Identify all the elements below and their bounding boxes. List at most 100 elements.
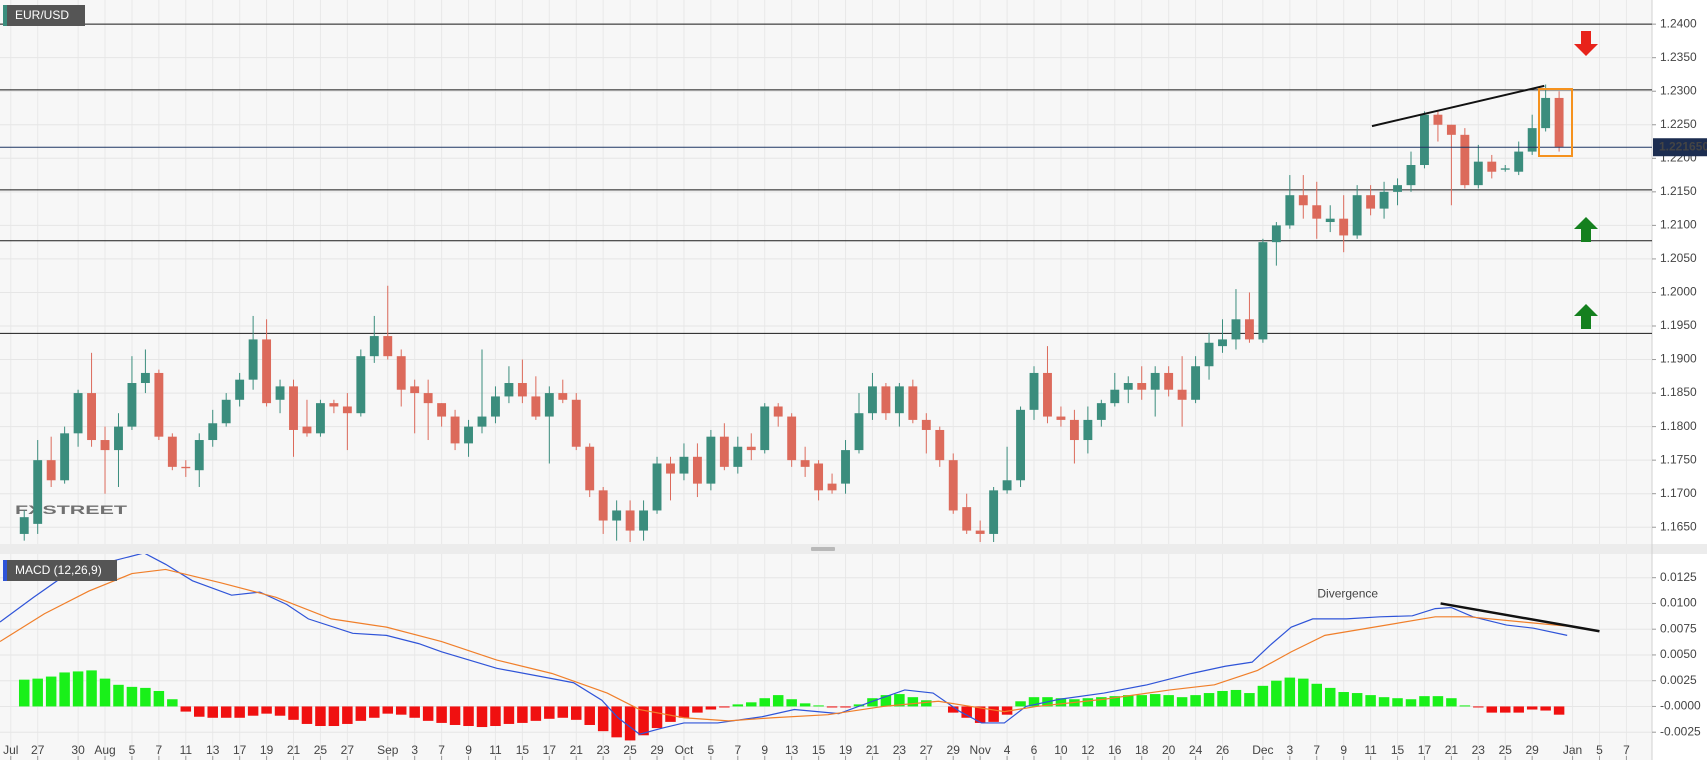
x-tick-label: 21 [570,743,584,757]
x-tick-label: 11 [1364,743,1377,757]
histogram-bar [759,698,770,707]
candle-body [558,393,568,400]
histogram-bar [826,706,838,708]
histogram-bar [786,699,797,707]
candle-body [989,490,999,534]
histogram-bar [113,684,124,707]
candle-body [962,507,972,531]
histogram-bar [678,706,690,718]
macd-panel-bg [0,554,1652,760]
x-tick-label: 5 [1596,743,1603,757]
x-tick-label: 3 [411,743,418,757]
x-tick-label: Oct [675,743,694,757]
candle-body [1029,372,1039,410]
axes: 1.24001.23501.23001.22501.22001.21501.21… [3,16,1707,760]
x-tick-label: 7 [1623,743,1630,757]
x-tick-label: 29 [947,743,961,757]
x-tick-label: Jan [1563,743,1582,757]
candle-body [544,393,554,417]
histogram-bar [1230,689,1242,707]
candle-body [1406,165,1416,186]
indicator-tag[interactable] [3,560,117,581]
candle-body [800,460,810,467]
indicator-tag-marker [3,560,7,581]
candle-body [1352,195,1362,236]
histogram-bar [301,706,313,724]
x-tick-label: 23 [596,743,610,757]
divider-handle[interactable] [811,547,835,551]
histogram-bar [1459,705,1471,707]
candle-body [248,339,258,380]
histogram-bar [220,706,232,718]
x-tick-label: 15 [812,743,826,757]
x-tick-label: 26 [1216,743,1230,757]
candle-body [921,419,931,430]
candle-body [1002,480,1012,491]
candle-body [1541,97,1551,129]
candle-body [1514,151,1524,172]
annotation: Divergence [1317,586,1378,600]
histogram-bar [369,706,380,718]
histogram-bar [45,676,57,707]
candle-body [1339,218,1349,236]
candle-body [1271,225,1281,243]
x-tick-label: 25 [314,743,328,757]
candle-body [289,386,298,430]
candle-body [1137,383,1147,390]
candle-body [221,399,231,424]
symbol-tag[interactable] [3,5,85,26]
candle-body [881,386,891,414]
x-tick-label: 29 [1525,743,1539,757]
histogram-bar [719,706,730,708]
last-price-label: 1.221650 [1659,139,1707,153]
candle-body [437,403,447,417]
histogram-bar [1298,678,1309,707]
y-tick-label: 1.2000 [1660,285,1697,299]
histogram-bar [1217,690,1228,707]
candle-body [1123,383,1133,390]
x-tick-label: 7 [156,743,163,757]
histogram-bar [732,704,744,707]
candle-body [1473,161,1483,186]
candle-body [585,446,595,491]
histogram-bar [1378,697,1390,707]
x-tick-label: 25 [1499,743,1513,757]
x-tick-label: 5 [708,743,715,757]
candle-body [1150,372,1160,390]
candle-body [625,510,635,531]
histogram-bar [1028,697,1040,707]
candle-body [1433,114,1443,125]
candle-body [1366,195,1376,209]
y-tick-label: 1.1650 [1660,519,1697,533]
histogram-bar [692,706,703,713]
x-tick-label: 11 [489,743,502,757]
candle-body [504,383,514,397]
candle-body [329,403,339,407]
histogram-bar [611,706,622,738]
candle-body [894,386,904,414]
candle-body [1244,319,1254,340]
histogram-bar [1015,701,1026,707]
trend-line [1440,602,1600,633]
x-tick-label: Dec [1252,743,1273,757]
candle-body [140,372,150,384]
candle-body [315,403,325,434]
x-tick-label: 30 [71,743,85,757]
histogram-bar [1311,683,1323,707]
candle-body [127,383,137,427]
y-tick-label: 0.0075 [1660,621,1697,635]
candle-body [396,356,406,390]
candle-body [423,393,433,404]
candle-body [262,339,272,404]
histogram-bar [194,706,205,717]
x-tick-label: 15 [516,743,530,757]
candle-body [1083,419,1093,441]
histogram-bar [422,706,434,721]
x-tick-label: 12 [1081,743,1095,757]
macd-plot [0,554,1652,760]
histogram-bar [342,706,353,724]
x-tick-label: 21 [866,743,880,757]
candle-body [1420,114,1429,166]
x-tick-label: 24 [1189,743,1203,757]
histogram-bar [988,706,999,722]
